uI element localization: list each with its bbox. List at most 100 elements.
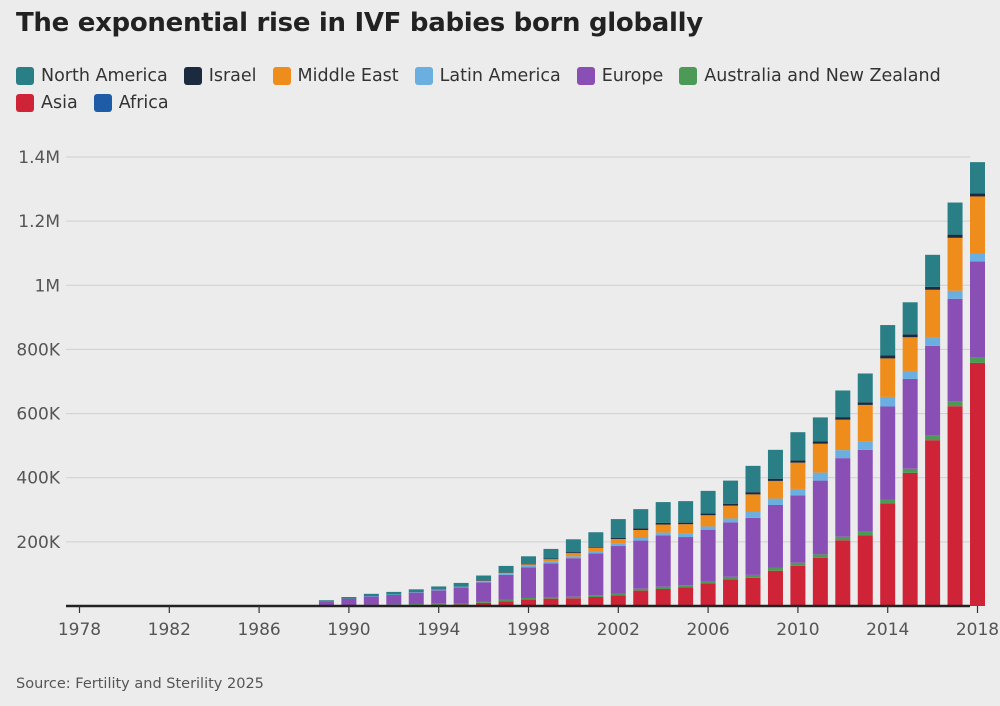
bar-segment-north-america-2017 <box>947 202 963 235</box>
bar-segment-australia-and-new-zealand-2016 <box>925 435 941 441</box>
x-tick-label: 1978 <box>58 620 101 640</box>
bar-segment-europe-2001 <box>588 553 604 596</box>
bar-segment-australia-and-new-zealand-2018 <box>970 357 985 363</box>
bar-segment-north-america-2009 <box>767 449 783 479</box>
legend-item-asia: Asia <box>16 93 78 113</box>
bar-segment-middle-east-2015 <box>902 337 918 371</box>
bar-segment-latin-america-1991 <box>363 596 379 597</box>
x-tick-label: 1990 <box>327 620 370 640</box>
legend-label: Middle East <box>297 65 399 86</box>
bar-segment-asia-2018 <box>970 362 985 606</box>
bar-segment-latin-america-1993 <box>408 592 424 593</box>
legend-label: Asia <box>41 92 78 113</box>
bar-segment-latin-america-2000 <box>565 556 581 559</box>
bar-segment-middle-east-2007 <box>723 505 739 519</box>
legend-item-europe: Europe <box>576 65 664 86</box>
bar-segment-middle-east-2012 <box>835 419 851 451</box>
bar-segment-europe-2016 <box>925 345 941 436</box>
chart-legend: North America Israel Middle East Latin A… <box>16 62 976 116</box>
bar-segment-north-america-1996 <box>476 575 492 581</box>
bar-segment-australia-and-new-zealand-2008 <box>745 574 761 578</box>
bar-segment-asia-2001 <box>588 597 604 606</box>
bar-segment-latin-america-2009 <box>767 498 783 505</box>
bar-segment-latin-america-2008 <box>745 512 761 518</box>
bar-segment-north-america-1997 <box>498 565 514 573</box>
bar-segment-north-america-1998 <box>521 556 536 564</box>
legend-item-israel: Israel <box>183 66 257 86</box>
bar-segment-israel-2015 <box>902 334 918 338</box>
bar-segment-middle-east-2002 <box>610 538 626 544</box>
x-tick-label: 1982 <box>148 620 191 640</box>
bar-segment-latin-america-2017 <box>947 290 963 299</box>
bar-segment-north-america-2014 <box>880 325 896 356</box>
bar-segment-latin-america-2010 <box>790 488 806 496</box>
legend-swatch <box>16 93 34 112</box>
bar-segment-australia-and-new-zealand-1992 <box>386 604 402 606</box>
bar-segment-asia-2013 <box>857 535 873 606</box>
bar-segment-europe-1991 <box>363 596 379 605</box>
bar-segment-latin-america-2004 <box>655 532 671 536</box>
bar-segment-israel-2018 <box>970 193 985 197</box>
bar-segment-australia-and-new-zealand-1994 <box>431 603 447 605</box>
legend-label: Latin America <box>439 65 561 86</box>
bar-segment-australia-and-new-zealand-1993 <box>408 604 424 606</box>
bar-segment-north-america-1991 <box>363 593 379 597</box>
bar-segment-asia-1997 <box>498 601 514 606</box>
x-tick-label: 2006 <box>686 620 729 640</box>
bar-segment-north-america-2005 <box>678 501 694 523</box>
bar-segment-latin-america-2013 <box>857 441 873 450</box>
bar-segment-asia-2004 <box>655 589 671 606</box>
bar-segment-israel-1999 <box>543 558 559 560</box>
legend-item-north-america: North America <box>16 66 168 86</box>
bar-segment-north-america-1995 <box>453 582 469 587</box>
bar-segment-north-america-2012 <box>835 390 851 418</box>
bar-segment-asia-2000 <box>565 598 581 606</box>
bar-segment-latin-america-2002 <box>610 543 626 547</box>
bar-segment-europe-2014 <box>880 406 896 500</box>
bar-segment-north-america-2010 <box>790 432 806 461</box>
bar-segment-europe-2013 <box>857 449 873 532</box>
x-tick-label: 2018 <box>956 620 999 640</box>
bar-segment-europe-2007 <box>723 522 739 577</box>
bar-segment-europe-2009 <box>767 504 783 568</box>
bar-segment-israel-2008 <box>745 492 761 495</box>
legend-swatch <box>16 66 34 85</box>
bar-segment-middle-east-2008 <box>745 494 761 513</box>
bar-segment-asia-2007 <box>723 579 739 606</box>
legend-swatch <box>272 66 291 85</box>
bar-segment-australia-and-new-zealand-1999 <box>543 597 559 599</box>
bar-segment-asia-2008 <box>745 577 761 606</box>
y-tick-label: 1M <box>35 276 60 296</box>
legend-row-1: North America Israel Middle East Latin A… <box>16 62 976 89</box>
bar-segment-middle-east-2000 <box>565 553 581 557</box>
x-tick-label: 2014 <box>866 620 909 640</box>
x-tick-label: 2010 <box>776 620 819 640</box>
bar-segment-latin-america-1992 <box>386 594 402 595</box>
bar-segment-israel-2013 <box>857 402 873 405</box>
bar-segment-europe-2017 <box>947 298 963 402</box>
bar-segment-asia-2009 <box>767 570 783 606</box>
bar-segment-north-america-1990 <box>341 597 357 599</box>
bar-segment-australia-and-new-zealand-2012 <box>835 536 851 541</box>
bar-segment-middle-east-2005 <box>678 524 694 534</box>
bar-segment-latin-america-2016 <box>925 337 941 346</box>
bar-segment-north-america-1994 <box>431 586 447 590</box>
bar-segment-israel-2002 <box>610 537 626 539</box>
legend-label: North America <box>41 65 168 86</box>
bar-segment-latin-america-2015 <box>902 370 918 379</box>
bar-segment-latin-america-1997 <box>498 573 514 575</box>
bar-segment-middle-east-2004 <box>655 524 671 533</box>
bar-segment-europe-1994 <box>431 590 447 604</box>
bar-segment-latin-america-2011 <box>812 472 828 481</box>
legend-label: Australia and New Zealand <box>704 65 941 86</box>
legend-row-2: Asia Africa <box>16 89 976 116</box>
bar-segment-israel-2001 <box>588 546 604 548</box>
bar-segment-middle-east-2018 <box>970 196 985 254</box>
bar-segment-europe-1993 <box>408 592 424 605</box>
bar-segment-europe-2008 <box>745 517 761 575</box>
bar-segment-middle-east-2009 <box>767 480 783 499</box>
bar-segment-australia-and-new-zealand-1995 <box>453 603 469 605</box>
legend-label: Europe <box>601 65 664 86</box>
bar-segment-europe-2006 <box>700 529 716 581</box>
bar-segment-europe-2015 <box>902 378 918 469</box>
